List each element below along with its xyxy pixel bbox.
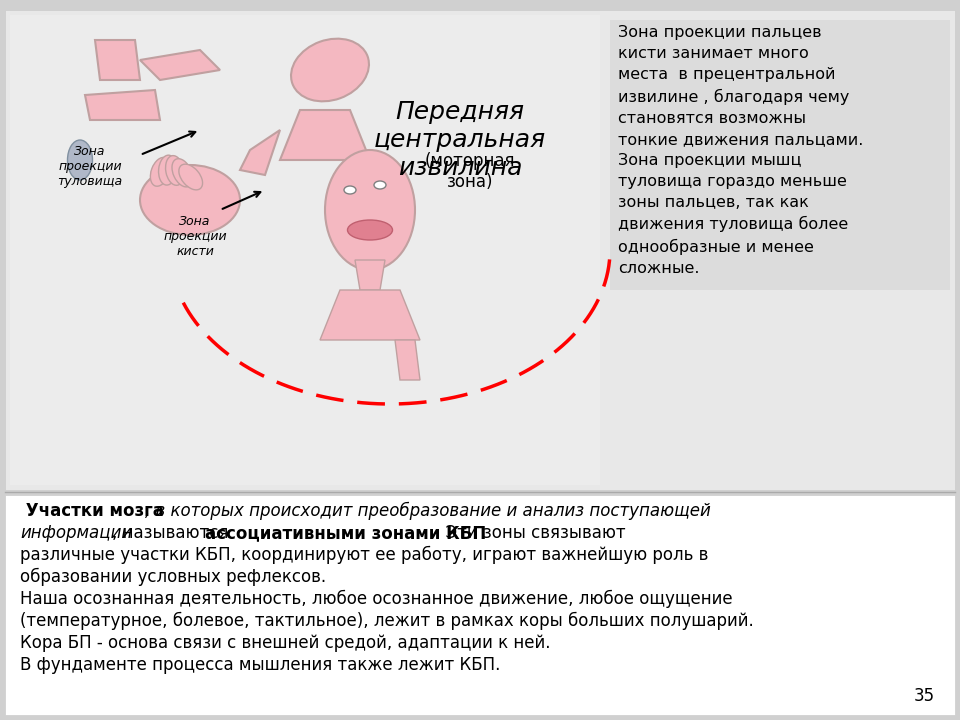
Polygon shape <box>240 130 280 175</box>
Text: Зона
проекции
кисти: Зона проекции кисти <box>163 215 227 258</box>
Ellipse shape <box>179 164 203 190</box>
Ellipse shape <box>344 186 356 194</box>
Text: (температурное, болевое, тактильное), лежит в рамках коры больших полушарий.: (температурное, болевое, тактильное), ле… <box>20 612 754 630</box>
Text: 35: 35 <box>914 687 935 705</box>
FancyBboxPatch shape <box>5 495 955 715</box>
Ellipse shape <box>325 150 415 270</box>
Text: , называются: , называются <box>112 524 233 542</box>
FancyBboxPatch shape <box>610 20 950 290</box>
Text: различные участки КБП, координируют ее работу, играют важнейшую роль в: различные участки КБП, координируют ее р… <box>20 546 708 564</box>
Ellipse shape <box>348 220 393 240</box>
Text: В фундаменте процесса мышления также лежит КБП.: В фундаменте процесса мышления также леж… <box>20 656 500 674</box>
Text: Кора БП - основа связи с внешней средой, адаптации к ней.: Кора БП - основа связи с внешней средой,… <box>20 634 550 652</box>
Text: Передняя
центральная
извилина: Передняя центральная извилина <box>374 100 546 179</box>
Ellipse shape <box>291 39 369 102</box>
FancyBboxPatch shape <box>10 15 600 485</box>
Text: ассоциативными зонами КБП: ассоциативными зонами КБП <box>205 524 487 542</box>
Text: Участки мозга: Участки мозга <box>20 502 164 520</box>
Ellipse shape <box>172 158 193 187</box>
Text: , в которых происходит преобразование и анализ поступающей: , в которых происходит преобразование и … <box>145 502 710 521</box>
Polygon shape <box>85 90 160 120</box>
Ellipse shape <box>374 181 386 189</box>
Text: образовании условных рефлексов.: образовании условных рефлексов. <box>20 568 326 586</box>
Ellipse shape <box>151 158 170 186</box>
Ellipse shape <box>140 165 240 235</box>
Polygon shape <box>395 340 420 380</box>
Ellipse shape <box>158 155 177 185</box>
Polygon shape <box>95 40 140 80</box>
Ellipse shape <box>67 140 92 180</box>
Polygon shape <box>280 110 370 160</box>
Text: Зона
проекции
туловища: Зона проекции туловища <box>58 145 123 188</box>
Text: информации: информации <box>20 524 132 542</box>
Text: Зона проекции пальцев
кисти занимает много
места  в прецентральной
извилине , бл: Зона проекции пальцев кисти занимает мно… <box>618 25 863 276</box>
Polygon shape <box>355 260 385 290</box>
Text: . Эти зоны связывают: . Эти зоны связывают <box>435 524 626 542</box>
Ellipse shape <box>165 156 184 185</box>
Polygon shape <box>140 50 220 80</box>
Text: Наша осознанная деятельность, любое осознанное движение, любое ощущение: Наша осознанная деятельность, любое осоз… <box>20 590 732 608</box>
Polygon shape <box>320 290 420 340</box>
Text: (моторная
зона): (моторная зона) <box>424 152 516 191</box>
FancyBboxPatch shape <box>5 10 955 490</box>
